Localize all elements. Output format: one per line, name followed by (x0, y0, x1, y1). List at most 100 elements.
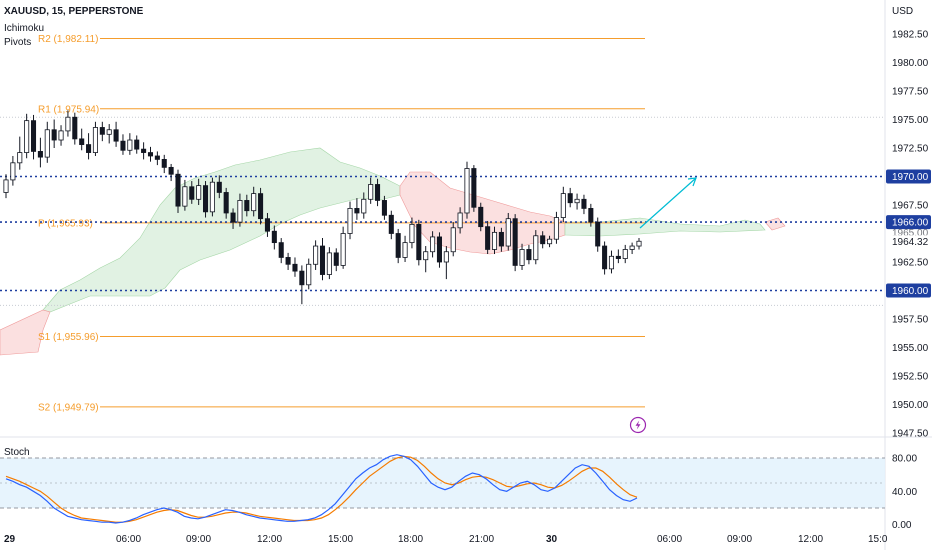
candle-7 (51, 119, 57, 148)
candle-55 (381, 195, 387, 220)
price-tick-8: 1955.00 (892, 343, 929, 354)
candle-69 (478, 202, 484, 232)
indicator-pivots: Pivots (4, 37, 31, 48)
candle-60 (416, 219, 422, 266)
candle-18 (127, 133, 133, 155)
candle-5 (37, 137, 43, 168)
candle-54 (375, 178, 381, 207)
time-tick-1: 06:00 (116, 534, 141, 545)
price-tick-11: 1947.50 (892, 429, 929, 440)
stoch-tick-labels: 80.00 40.00 0.00 (892, 454, 917, 532)
candle-79 (547, 235, 553, 248)
candle-49 (340, 226, 346, 269)
candlesticks (3, 110, 642, 305)
candle-10 (72, 112, 78, 145)
candle-15 (106, 124, 112, 144)
cloud-red-left (0, 309, 51, 356)
candle-71 (491, 226, 498, 255)
price-tick-7: 1957.50 (892, 315, 929, 326)
cloud-red-right (764, 217, 786, 231)
candle-61 (423, 246, 429, 273)
price-axis[interactable]: USD 1982.501980.001977.501975.001972.501… (884, 0, 931, 550)
candle-32 (223, 187, 229, 219)
candle-92 (636, 238, 642, 250)
candle-1 (10, 155, 16, 186)
candle-63 (436, 232, 443, 268)
candle-9 (65, 110, 71, 137)
candle-44 (306, 258, 312, 290)
pivot-lines: R2 (1,982.11) R1 (1,975.94) P (1,965.93) S1… (0, 34, 885, 413)
svg-text:1964.32: 1964.32 (892, 237, 929, 248)
level-tag-2: 1960.00 (886, 283, 931, 298)
candle-16 (113, 121, 119, 147)
candle-85 (588, 203, 594, 227)
time-tick-3: 12:00 (257, 534, 282, 545)
price-tick-1: 1980.00 (892, 58, 929, 69)
price-tick-labels: 1982.50 1980.00 1977.50 1975.00 1972.50 1967.… (892, 30, 929, 440)
pivot-label-S1: S1 (1,955.96) (38, 332, 99, 343)
candle-28 (196, 178, 202, 205)
hidden-price-tag: 1965.00 (892, 228, 929, 239)
candle-48 (333, 248, 339, 272)
time-tick-labels: 29 06:00 09:00 12:00 15:00 18:00 21:00 30 06:00 0… (4, 534, 888, 545)
candle-2 (17, 136, 23, 170)
pivot-label-R1: R1 (1,975.94) (38, 104, 99, 115)
candle-36 (251, 186, 257, 217)
candle-26 (182, 179, 188, 211)
candle-6 (44, 121, 50, 163)
candle-25 (175, 169, 181, 213)
candle-24 (168, 163, 174, 182)
candle-12 (86, 133, 92, 160)
candle-38 (264, 212, 270, 237)
candle-91 (629, 242, 635, 255)
candle-57 (395, 228, 401, 264)
candle-3 (24, 113, 30, 159)
candle-68 (471, 165, 477, 212)
candle-59 (409, 217, 415, 249)
time-tick-6: 21:00 (469, 534, 494, 545)
stoch-k-line (5, 454, 638, 524)
lightning-icon[interactable] (629, 416, 647, 434)
candle-76 (526, 244, 532, 265)
price-tick-5: 1967.50 (892, 201, 929, 212)
candle-35 (244, 194, 250, 217)
candle-51 (354, 198, 360, 220)
svg-text:1970.00: 1970.00 (892, 172, 929, 183)
price-tick-0: 1982.50 (892, 30, 929, 41)
candle-86 (595, 217, 601, 252)
candle-80 (553, 211, 559, 244)
level-tag-0: 1970.00 (886, 169, 931, 184)
candle-88 (608, 250, 615, 274)
candle-4 (30, 114, 37, 160)
price-tick-2: 1977.50 (892, 87, 929, 98)
time-tick-0: 29 (4, 534, 16, 545)
candle-75 (519, 243, 525, 270)
candle-46 (319, 238, 326, 281)
price-tick-9: 1952.50 (892, 372, 929, 383)
candle-62 (430, 231, 436, 258)
candle-65 (450, 222, 456, 257)
candle-13 (92, 121, 98, 156)
candle-90 (622, 244, 628, 264)
stoch-tick-0: 80.00 (892, 454, 917, 465)
level-tag-1: 1966.00 (886, 215, 931, 230)
current-price-tag: 1964.32 (886, 235, 931, 248)
candle-78 (540, 231, 546, 249)
candle-52 (361, 192, 367, 219)
candle-50 (347, 201, 353, 240)
time-axis[interactable]: 29 06:00 09:00 12:00 15:00 18:00 21:00 30 06:00 0… (4, 534, 888, 545)
candle-17 (120, 134, 126, 155)
time-tick-10: 12:00 (798, 534, 823, 545)
candle-41 (285, 252, 291, 270)
candle-21 (147, 146, 154, 162)
candle-40 (278, 238, 284, 264)
stoch-tick-1: 40.00 (892, 487, 917, 498)
candle-43 (299, 265, 305, 305)
pivot-label-P: P (1,965.93) (38, 218, 93, 229)
candle-89 (615, 249, 621, 264)
candle-87 (602, 241, 608, 275)
symbol-title: XAUUSD, 15, PEPPERSTONE (4, 6, 144, 17)
pivot-label-R2: R2 (1,982.11) (38, 34, 98, 45)
stoch-label: Stoch (4, 447, 30, 458)
